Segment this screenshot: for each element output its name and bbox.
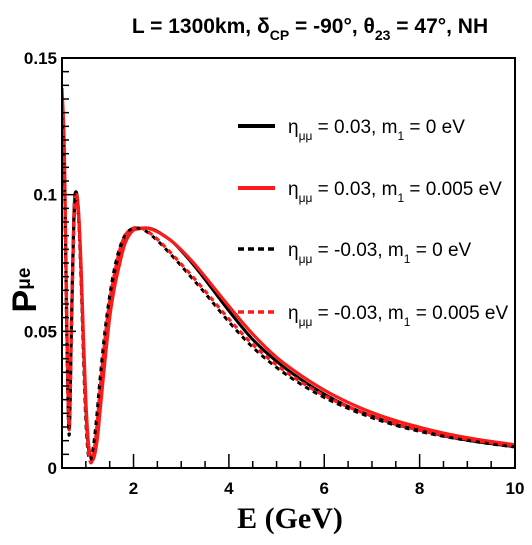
legend-label-sub: μμ xyxy=(299,129,313,143)
legend-label-part: η xyxy=(288,240,299,261)
chart-title-delta-sub: CP xyxy=(270,27,289,43)
y-axis-label-main: P xyxy=(6,290,44,313)
legend-label: ημμ = 0.03, m1 = 0.005 eV xyxy=(288,179,502,205)
legend-label-part: = -0.03, m xyxy=(312,303,403,324)
y-tick-label: 0.1 xyxy=(33,186,57,205)
y-axis-ticks: 0 0.05 0.1 0.15 xyxy=(24,49,76,478)
x-tick-label: 10 xyxy=(506,479,525,498)
legend-label-part: = 0.005 eV xyxy=(410,303,508,324)
chart-title-mid: = -90°, xyxy=(289,15,363,38)
series-solid-red xyxy=(62,88,515,462)
y-axis-label-sub: μe xyxy=(14,268,35,290)
legend-label-sub: μμ xyxy=(299,191,313,205)
legend-label-part: = 0.005 eV xyxy=(404,179,502,200)
legend-label: ημμ = -0.03, m1 = 0.005 eV xyxy=(288,303,508,329)
legend-label-part: η xyxy=(288,179,299,200)
legend-label-part: η xyxy=(288,303,299,324)
chart-title-theta: θ xyxy=(364,15,375,38)
legend-label-sub: μμ xyxy=(299,315,313,329)
chart-title-prefix: L = 1300km, xyxy=(132,15,257,38)
x-axis-label: E (GeV) xyxy=(237,502,343,535)
chart-title-suffix: = 47°, NH xyxy=(390,15,488,38)
legend-label-sub: 1 xyxy=(404,315,411,329)
x-tick-label: 8 xyxy=(415,479,424,498)
chart-title: L = 1300km, δCP = -90°, θ23 = 47°, NH xyxy=(132,15,488,43)
chart-title-theta-sub: 23 xyxy=(375,27,391,43)
y-tick-label: 0 xyxy=(48,459,57,478)
x-axis-ticks: 2 4 6 8 10 xyxy=(61,454,525,498)
y-axis-label: Pμe xyxy=(6,268,44,313)
y-tick-label: 0.05 xyxy=(24,322,57,341)
legend-label-sub: 1 xyxy=(397,129,404,143)
legend-label-sub: μμ xyxy=(299,252,313,266)
legend-label: ημμ = -0.03, m1 = 0 eV xyxy=(288,240,472,266)
series-dashed-black xyxy=(62,118,515,462)
y-tick-label: 0.15 xyxy=(24,49,57,68)
series-solid-black xyxy=(62,104,515,460)
x-tick-label: 4 xyxy=(224,479,234,498)
legend-label: ημμ = 0.03, m1 = 0 eV xyxy=(288,117,465,143)
series-dashed-red xyxy=(62,101,515,465)
x-tick-label: 2 xyxy=(129,479,138,498)
legend-label-sub: 1 xyxy=(404,252,411,266)
legend-label-part: = 0 eV xyxy=(410,240,471,261)
chart-title-delta: δ xyxy=(257,15,270,38)
legend-label-part: = 0.03, m xyxy=(312,117,397,138)
x-tick-label: 6 xyxy=(320,479,329,498)
legend-label-part: = 0.03, m xyxy=(312,179,397,200)
legend-label-part: = 0 eV xyxy=(404,117,465,138)
legend-label-part: η xyxy=(288,117,299,138)
legend-label-part: = -0.03, m xyxy=(312,240,403,261)
series-curves xyxy=(62,88,515,465)
legend-label-sub: 1 xyxy=(397,191,404,205)
